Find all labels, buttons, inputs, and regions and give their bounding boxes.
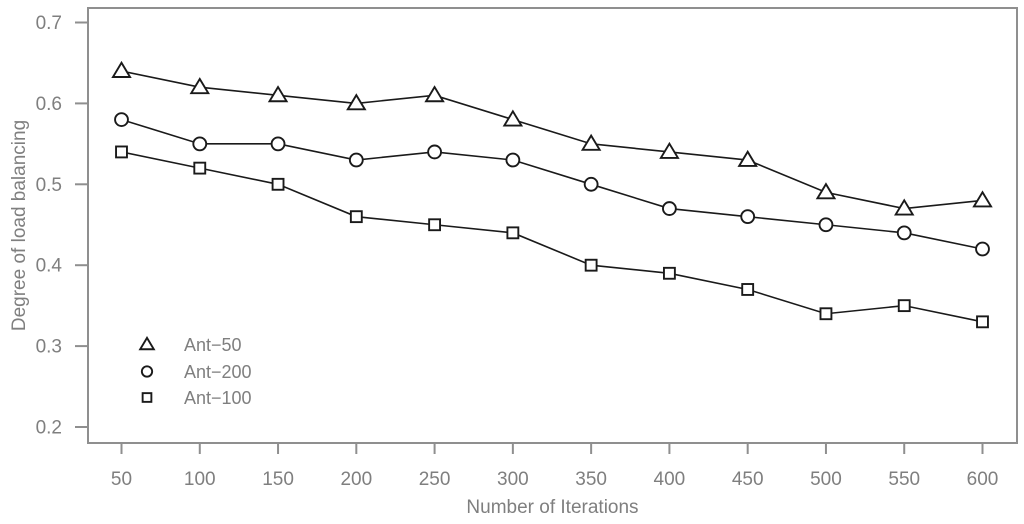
data-point-ant-100 [115, 145, 128, 159]
data-point-ant-50 [972, 190, 993, 208]
x-tick-label: 550 [888, 469, 920, 490]
data-point-ant-100 [349, 210, 363, 224]
data-point-ant-100 [271, 177, 285, 191]
data-point-ant-200 [975, 241, 990, 257]
plot-frame [87, 7, 1018, 444]
series-ant-200 [114, 112, 990, 257]
data-point-ant-200 [114, 112, 129, 127]
x-tick-label: 300 [497, 469, 529, 490]
data-point-ant-200 [818, 217, 834, 233]
y-axis: 0.2 0.3 0.4 0.5 0.6 0.7 [36, 13, 88, 439]
legend-marker-triangle-icon [138, 336, 156, 351]
legend-marker-circle-icon [140, 365, 154, 378]
series-ant-100 [115, 145, 989, 329]
data-point-ant-100 [428, 218, 442, 232]
y-tick-label: 0.3 [36, 337, 62, 358]
series-ant-50 [111, 60, 993, 216]
data-point-ant-200 [505, 152, 521, 168]
x-tick-label: 450 [732, 469, 764, 490]
data-point-ant-50 [815, 182, 837, 200]
data-point-ant-200 [583, 176, 599, 192]
data-point-ant-100 [741, 283, 755, 296]
data-point-ant-50 [267, 85, 289, 103]
y-axis-title: Degree of load balancing [9, 120, 30, 331]
data-point-ant-100 [584, 258, 598, 272]
series-line-ant-50 [121, 70, 983, 210]
data-point-ant-100 [193, 161, 207, 175]
data-point-ant-200 [192, 136, 208, 152]
legend-marker-square-icon [141, 392, 153, 403]
y-tick-label: 0.5 [36, 175, 62, 196]
data-point-ant-200 [427, 144, 442, 160]
x-axis-title: Number of Iterations [466, 497, 638, 518]
data-point-ant-100 [819, 307, 833, 321]
legend-item-ant-200: Ant−200 [140, 362, 252, 382]
data-point-ant-50 [346, 93, 367, 111]
x-tick-label: 100 [184, 469, 216, 490]
y-tick-label: 0.7 [36, 13, 62, 34]
data-point-ant-50 [502, 109, 524, 127]
legend-item-ant-50: Ant−50 [138, 335, 242, 355]
x-tick-label: 50 [111, 469, 132, 490]
series-line-ant-200 [121, 118, 983, 250]
x-tick-label: 250 [419, 469, 451, 490]
data-point-ant-200 [348, 152, 364, 168]
x-tick-label: 400 [654, 469, 686, 490]
x-tick-label: 200 [340, 469, 372, 490]
data-point-ant-50 [659, 141, 680, 159]
data-point-ant-50 [111, 60, 132, 78]
legend-label-ant-50: Ant−50 [184, 335, 242, 355]
data-point-ant-200 [740, 209, 756, 225]
x-tick-label: 500 [810, 469, 842, 490]
data-point-ant-50 [894, 198, 915, 216]
data-point-ant-100 [897, 299, 911, 313]
y-tick-label: 0.6 [36, 94, 62, 115]
data-point-ant-100 [506, 226, 520, 240]
data-point-ant-50 [737, 149, 758, 167]
legend-label-ant-100: Ant−100 [184, 388, 252, 408]
y-tick-label: 0.2 [36, 418, 62, 439]
data-point-ant-50 [189, 77, 210, 95]
data-point-ant-100 [976, 315, 989, 329]
x-tick-label: 150 [262, 469, 294, 490]
x-axis: 50 100 150 200 250 300 350 400 450 500 550 600 [111, 443, 998, 490]
x-tick-label: 600 [967, 469, 999, 490]
data-point-ant-200 [896, 225, 912, 241]
data-point-ant-200 [662, 201, 677, 216]
legend-label-ant-200: Ant−200 [184, 362, 252, 382]
data-point-ant-50 [424, 85, 445, 103]
data-point-ant-100 [662, 266, 676, 280]
legend-item-ant-100: Ant−100 [141, 388, 252, 408]
data-point-ant-50 [580, 133, 602, 151]
series-line-ant-100 [121, 151, 983, 323]
legend: Ant−50 Ant−200 Ant−100 [138, 335, 252, 408]
y-tick-label: 0.4 [36, 256, 63, 277]
data-point-ant-200 [270, 136, 286, 152]
x-tick-label: 350 [575, 469, 607, 490]
